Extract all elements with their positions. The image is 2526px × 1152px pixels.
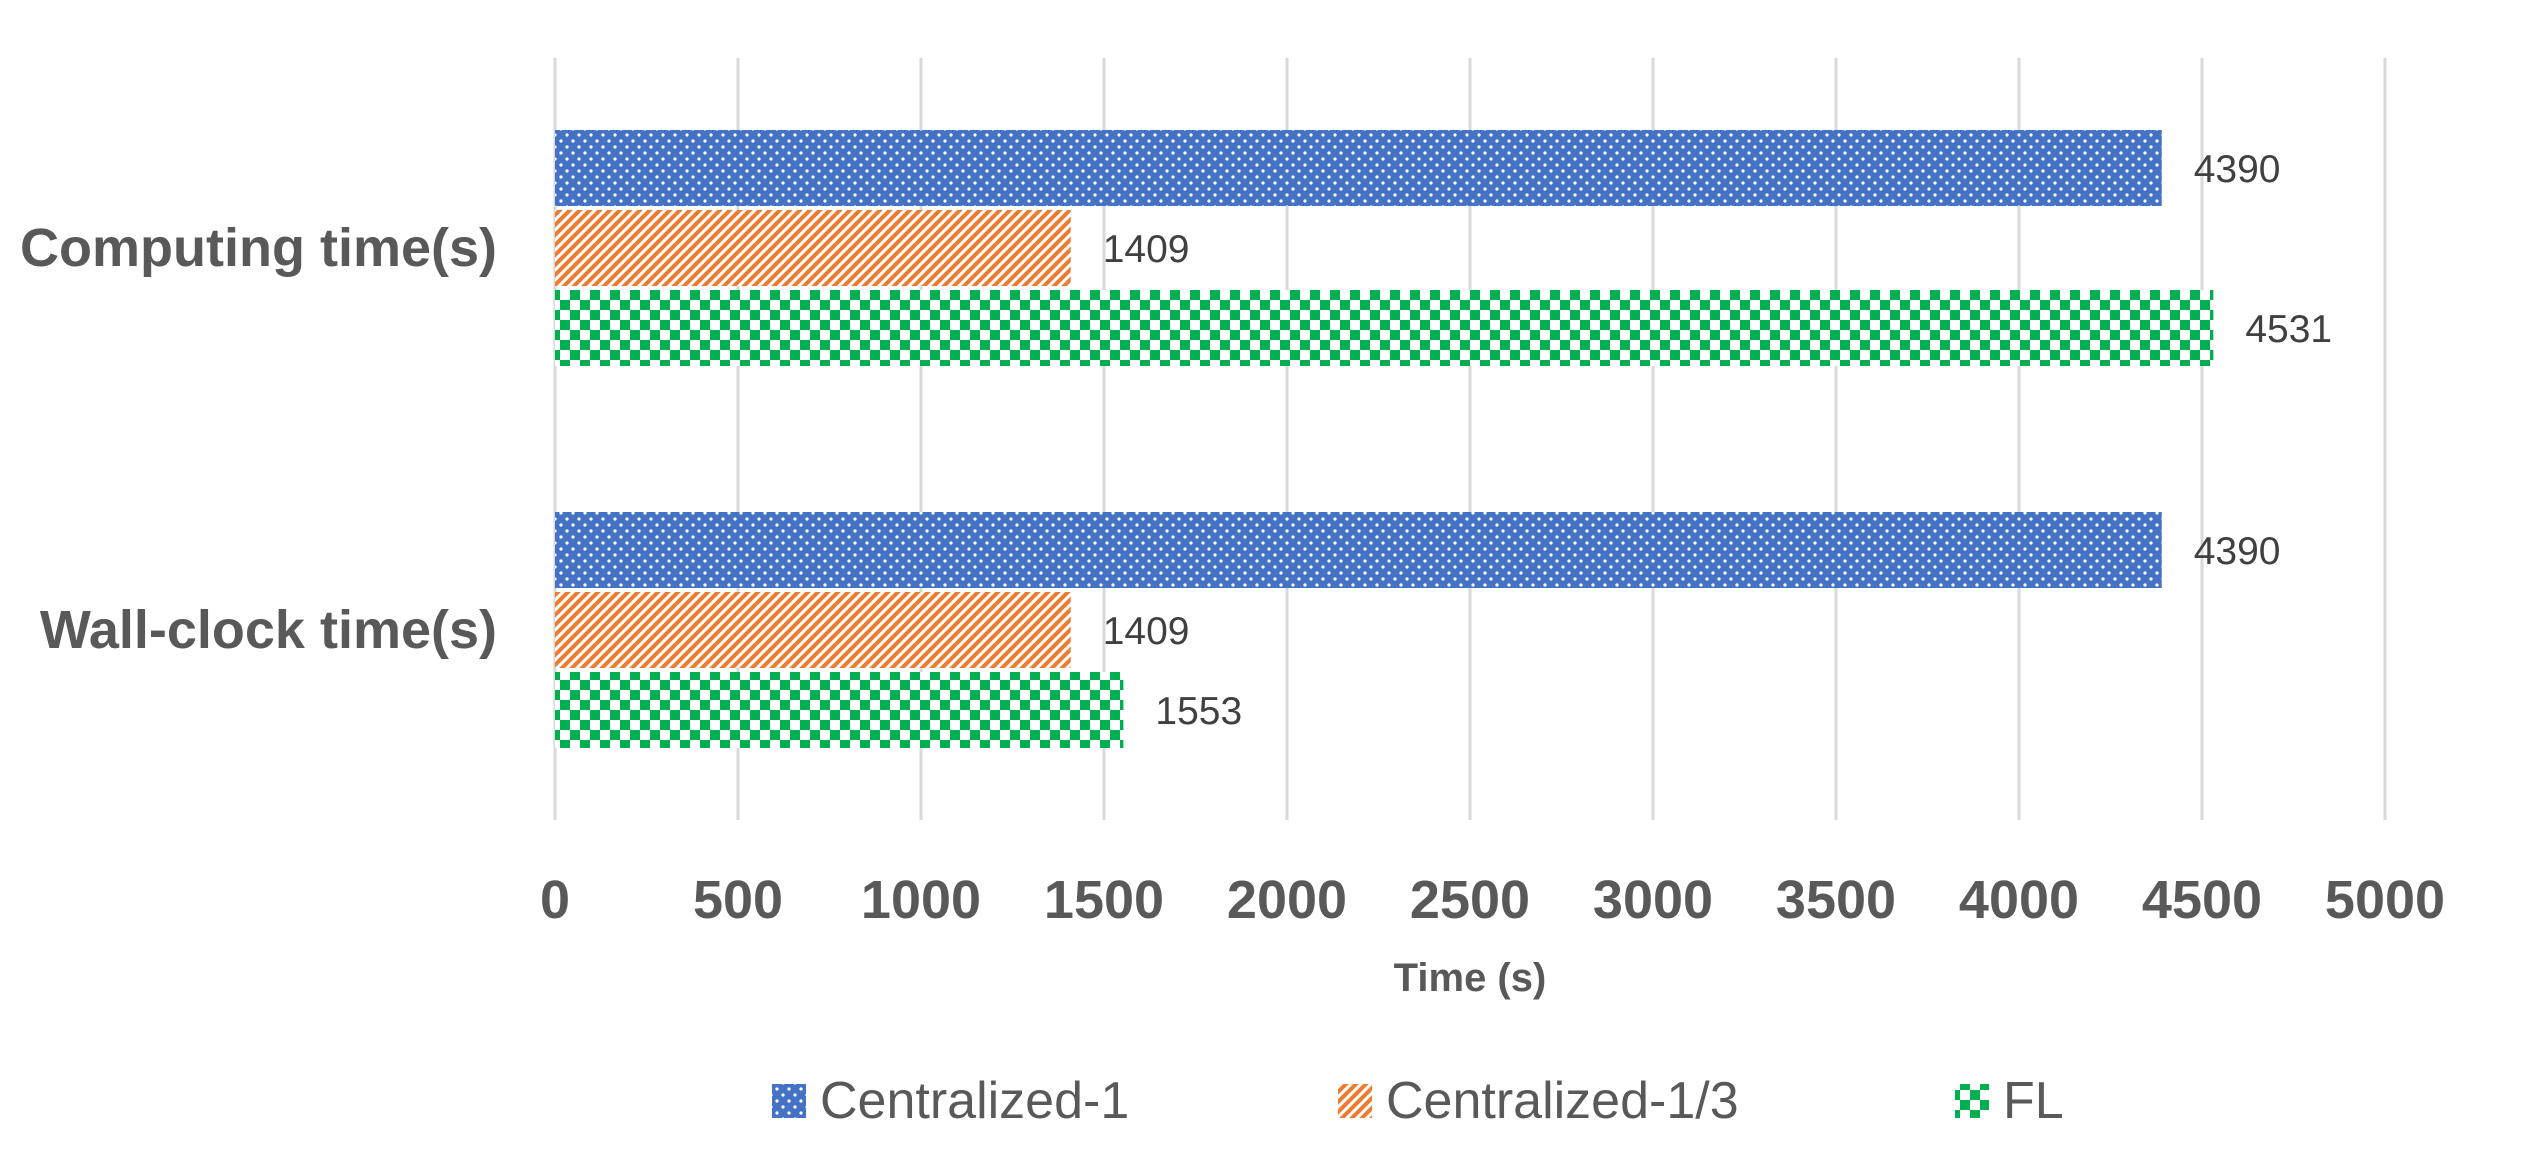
bar-centralized-1-3-wall-clock-time-s <box>555 592 1071 668</box>
legend-item-centralized-1: Centralized-1 <box>772 1072 1129 1130</box>
category-label-wall-clock-time-s: Wall-clock time(s) <box>40 600 497 660</box>
bar-fl-computing-time-s <box>555 290 2214 366</box>
data-label-fl-computing-time-s: 4531 <box>2245 308 2332 351</box>
x-tick-labels: 0 500 1000 1500 2000 2500 3000 3500 4000 4500 5000 <box>540 870 2445 930</box>
x-tick-label-2000: 2000 <box>1227 870 1347 930</box>
legend-item-centralized-1-3: Centralized-1/3 <box>1338 1072 1739 1130</box>
x-tick-label-3000: 3000 <box>1593 870 1713 930</box>
x-axis-title: Time (s) <box>1394 956 1547 1000</box>
data-label-centralized-1-3-wall-clock-time-s: 1409 <box>1103 610 1190 653</box>
x-tick-label-1000: 1000 <box>861 870 981 930</box>
bars <box>555 130 2214 748</box>
data-labels: 4390 1409 4531 4390 1409 1553 <box>1103 148 2332 733</box>
x-tick-label-3500: 3500 <box>1776 870 1896 930</box>
bar-centralized-1-3-computing-time-s <box>555 210 1071 286</box>
x-tick-label-1500: 1500 <box>1044 870 1164 930</box>
bar-centralized-1-computing-time-s <box>555 130 2162 206</box>
bar-fl-wall-clock-time-s <box>555 672 1124 748</box>
legend-label-centralized-1: Centralized-1 <box>820 1072 1129 1130</box>
data-label-centralized-1-wall-clock-time-s: 4390 <box>2194 530 2281 573</box>
legend-swatch-centralized-1-3 <box>1338 1084 1372 1118</box>
x-tick-label-4000: 4000 <box>1959 870 2079 930</box>
x-tick-label-4500: 4500 <box>2142 870 2262 930</box>
category-labels: Computing time(s) Wall-clock time(s) <box>20 218 497 660</box>
x-tick-label-5000: 5000 <box>2325 870 2445 930</box>
legend-label-centralized-1-3: Centralized-1/3 <box>1386 1072 1739 1130</box>
data-label-centralized-1-3-computing-time-s: 1409 <box>1103 228 1190 271</box>
data-label-fl-wall-clock-time-s: 1553 <box>1155 690 1242 733</box>
x-tick-label-2500: 2500 <box>1410 870 1530 930</box>
category-label-computing-time-s: Computing time(s) <box>20 218 497 278</box>
legend-swatch-fl <box>1955 1084 1989 1118</box>
x-tick-label-500: 500 <box>693 870 783 930</box>
x-tick-label-0: 0 <box>540 870 570 930</box>
bar-centralized-1-wall-clock-time-s <box>555 512 2162 588</box>
legend: Centralized-1 Centralized-1/3 FL <box>772 1072 2064 1130</box>
data-label-centralized-1-computing-time-s: 4390 <box>2194 148 2281 191</box>
legend-label-fl: FL <box>2003 1072 2064 1130</box>
legend-item-fl: FL <box>1955 1072 2064 1130</box>
legend-swatch-centralized-1 <box>772 1084 806 1118</box>
